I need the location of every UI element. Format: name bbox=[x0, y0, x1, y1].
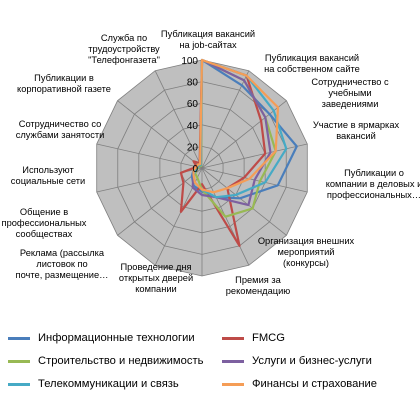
legend-swatch bbox=[8, 359, 30, 363]
tick-label: 60 bbox=[187, 99, 199, 110]
legend-label: Строительство и недвижимость bbox=[38, 355, 204, 367]
category-label: Публикация вакансий на собственном сайте bbox=[264, 53, 360, 74]
legend-label: Финансы и страхование bbox=[252, 378, 377, 390]
category-label: Проведение дня открытых дверей компании bbox=[119, 262, 193, 294]
tick-label: 0 bbox=[192, 164, 198, 175]
radar-series bbox=[179, 58, 298, 247]
category-label: Общение в профессиональных сообществах bbox=[2, 207, 87, 239]
legend-swatch bbox=[222, 382, 244, 386]
category-label: Публикации о компании в деловых и професси… bbox=[326, 168, 420, 200]
radial-ticks: 0 20 40 60 80 100 bbox=[181, 56, 198, 175]
axis-spoke bbox=[201, 143, 308, 169]
category-label: Используют социальные сети bbox=[11, 165, 85, 186]
axis-spoke bbox=[96, 143, 203, 169]
legend-item: FMCG bbox=[222, 332, 285, 344]
radar-chart: 0 20 40 60 80 100 Публикация вакансий на job-с… bbox=[2, 29, 420, 296]
tick-label: 20 bbox=[187, 142, 199, 153]
legend-label: Услуги и бизнес-услуги bbox=[252, 355, 372, 367]
category-label: Премия за рекомендацию bbox=[226, 275, 290, 296]
series-line-2 bbox=[179, 58, 267, 247]
category-label: Публикация вакансий на job-сайтах bbox=[161, 29, 255, 50]
legend-swatch bbox=[8, 382, 30, 386]
axis-spoke bbox=[117, 100, 203, 169]
category-label: Участие в ярмарках вакансий bbox=[313, 120, 400, 141]
legend-label: FMCG bbox=[252, 332, 285, 344]
axis-spoke bbox=[201, 100, 287, 169]
category-label: Служба по трудоустройству "Телефонгазета" bbox=[88, 33, 160, 65]
tick-label: 100 bbox=[181, 56, 198, 67]
legend: Информационные технологии FMCG Строительст… bbox=[0, 325, 420, 400]
category-label: Сотрудничество с учебными заведениями bbox=[311, 77, 389, 109]
category-label: Реклама (рассылка листовок по почте, разме… bbox=[16, 248, 109, 280]
legend-item: Телекоммуникации и связь bbox=[8, 378, 179, 390]
legend-label: Телекоммуникации и связь bbox=[38, 378, 179, 390]
legend-item: Информационные технологии bbox=[8, 332, 195, 344]
category-label: Организация внешних мероприятий (конкурсы) bbox=[258, 236, 355, 268]
tick-label: 40 bbox=[187, 121, 199, 132]
legend-swatch bbox=[222, 359, 244, 363]
axis-spoke bbox=[201, 167, 287, 236]
series-line-6 bbox=[192, 58, 280, 194]
legend-item: Услуги и бизнес-услуги bbox=[222, 355, 372, 367]
category-label: Сотрудничество со службами занятости bbox=[16, 119, 105, 140]
legend-item: Финансы и страхование bbox=[222, 378, 377, 390]
category-label: Публикации в корпоративной газете bbox=[17, 73, 111, 94]
legend-swatch bbox=[8, 336, 30, 340]
axis-spoke bbox=[201, 70, 250, 169]
legend-label: Информационные технологии bbox=[38, 332, 195, 344]
axis-spoke bbox=[117, 167, 203, 236]
legend-item: Строительство и недвижимость bbox=[8, 355, 203, 367]
axis-spoke bbox=[154, 70, 203, 169]
tick-label: 80 bbox=[187, 78, 199, 89]
category-labels: Публикация вакансий на job-сайтах Публикац… bbox=[2, 29, 420, 296]
legend-swatch bbox=[222, 336, 244, 340]
